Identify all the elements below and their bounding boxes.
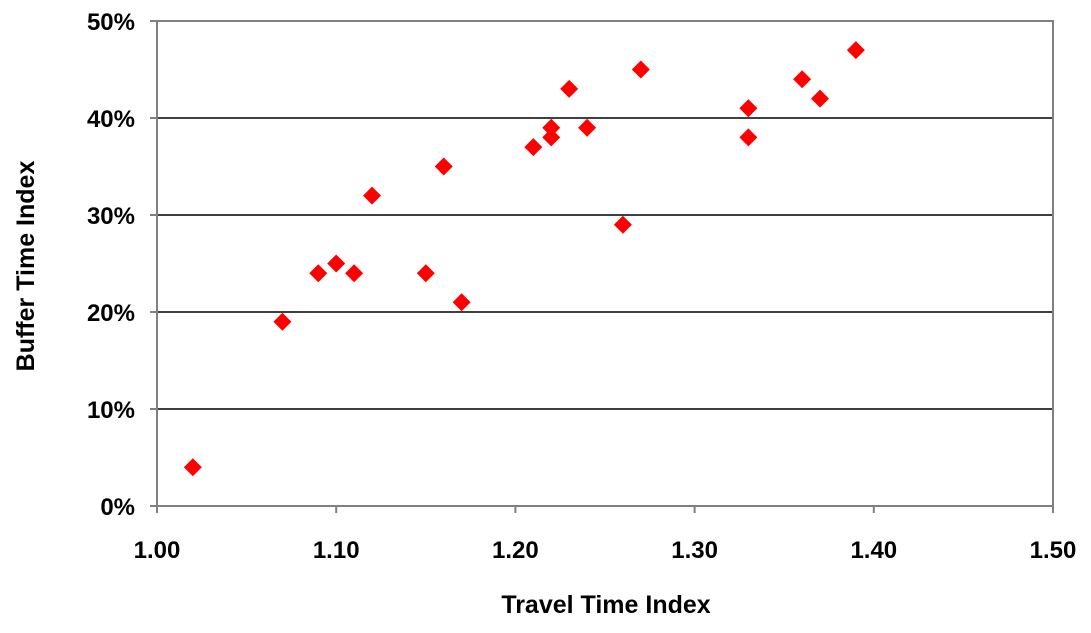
scatter-point [613,215,632,234]
scatter-point [363,186,382,205]
scatter-point [739,99,758,118]
axis-ticks: 0% 10% 20% 30% 40% 50% 1.00 1.10 1.20 1.30 1.40 1.5… [87,9,1076,564]
scatter-point [434,157,453,176]
scatter-point [793,70,812,89]
scatter-point [416,264,435,283]
scatter-point [578,118,597,137]
data-points [183,41,865,477]
y-tick-label: 50% [87,9,135,36]
y-tick-label: 20% [87,300,135,327]
scatter-point [452,293,471,312]
x-tick-label: 1.40 [850,537,897,564]
scatter-point [309,264,328,283]
scatter-point [542,128,561,147]
y-tick-label: 10% [87,397,135,424]
scatter-point [327,254,346,273]
scatter-point [739,128,758,147]
scatter-point [183,458,202,477]
scatter-point [273,312,292,331]
x-tick-label: 1.10 [313,537,360,564]
y-tick-label: 0% [100,494,135,521]
scatter-point [811,89,830,108]
scatter-point [345,264,364,283]
gridlines [157,117,1053,410]
scatter-point [524,138,543,157]
scatter-point [631,60,650,79]
x-axis-title: Travel Time Index [501,591,710,619]
x-tick-label: 1.50 [1030,537,1077,564]
scatter-point [846,41,865,60]
plot-area-frame [156,20,1054,507]
scatter-point [542,118,561,137]
y-tick-label: 40% [87,106,135,133]
x-tick-label: 1.30 [671,537,718,564]
scatter-point [560,79,579,98]
x-tick-label: 1.20 [492,537,539,564]
x-tick-label: 1.00 [134,537,181,564]
y-axis-title: Buffer Time Index [12,161,40,372]
y-tick-label: 30% [87,203,135,230]
